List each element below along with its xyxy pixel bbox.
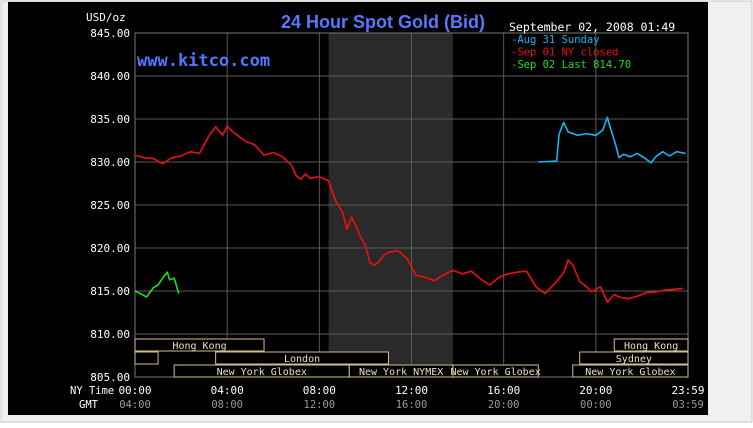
- y-tick-label: 810.00: [90, 328, 130, 341]
- session-label: New York NYMEX: [359, 367, 443, 378]
- y-tick-label: 835.00: [90, 113, 130, 126]
- session-label: New York Globex: [450, 367, 540, 378]
- y-tick-label: 820.00: [90, 242, 130, 255]
- gmt-row-label: GMT: [79, 399, 99, 411]
- y-tick-label: 825.00: [90, 199, 130, 212]
- x-tick-label-gmt: 12:00: [304, 399, 336, 411]
- chart-title: 24 Hour Spot Gold (Bid): [281, 12, 485, 32]
- session-label: Hong Kong: [624, 341, 678, 352]
- y-tick-label: 815.00: [90, 285, 130, 298]
- x-tick-label-ny: 23:59: [671, 384, 704, 397]
- y-tick-label: 840.00: [90, 70, 130, 83]
- x-tick-label-ny: 20:00: [579, 384, 612, 397]
- series-line: [538, 116, 686, 164]
- session-label: New York Globex: [585, 367, 675, 378]
- session-box: [579, 351, 689, 365]
- session-box: [215, 351, 389, 365]
- x-tick-label-ny: 12:00: [395, 384, 428, 397]
- y-tick-label: 830.00: [90, 156, 130, 169]
- legend-entry: -Sep 01 NY closed: [511, 47, 618, 59]
- x-tick-label-gmt: 16:00: [396, 399, 428, 411]
- x-tick-label-gmt: 20:00: [488, 399, 520, 411]
- session-box: [134, 338, 265, 352]
- kitco-watermark: www.kitco.com: [137, 51, 270, 71]
- session-box: [572, 364, 689, 378]
- session-label: New York Globex: [217, 367, 307, 378]
- series-line: [134, 125, 684, 304]
- series-line: [134, 271, 180, 298]
- ny-time-row-label: NY Time: [70, 385, 114, 397]
- session-box: [613, 338, 689, 352]
- x-tick-label-gmt: 03:59: [672, 399, 704, 411]
- x-tick-label-gmt: 08:00: [211, 399, 243, 411]
- x-tick-label-ny: 08:00: [303, 384, 336, 397]
- session-box: [452, 364, 539, 378]
- chart-timestamp: September 02, 2008 01:49: [509, 20, 675, 34]
- x-tick-label-gmt: 04:00: [119, 399, 151, 411]
- x-tick-label-ny: 00:00: [118, 384, 151, 397]
- session-label: Hong Kong: [172, 341, 226, 352]
- x-tick-label-ny: 16:00: [487, 384, 520, 397]
- session-box: [134, 351, 159, 365]
- y-axis-unit-label: USD/oz: [86, 11, 126, 24]
- y-tick-label: 805.00: [90, 371, 130, 384]
- y-tick-label: 845.00: [90, 27, 130, 40]
- session-label: Sydney: [616, 354, 652, 365]
- legend-entry: -Aug 31 Sunday: [511, 34, 600, 46]
- session-label: London: [284, 354, 320, 365]
- x-tick-label-ny: 04:00: [211, 384, 244, 397]
- legend-entry: -Sep 02 Last 814.70: [511, 59, 631, 71]
- x-tick-label-gmt: 00:00: [580, 399, 612, 411]
